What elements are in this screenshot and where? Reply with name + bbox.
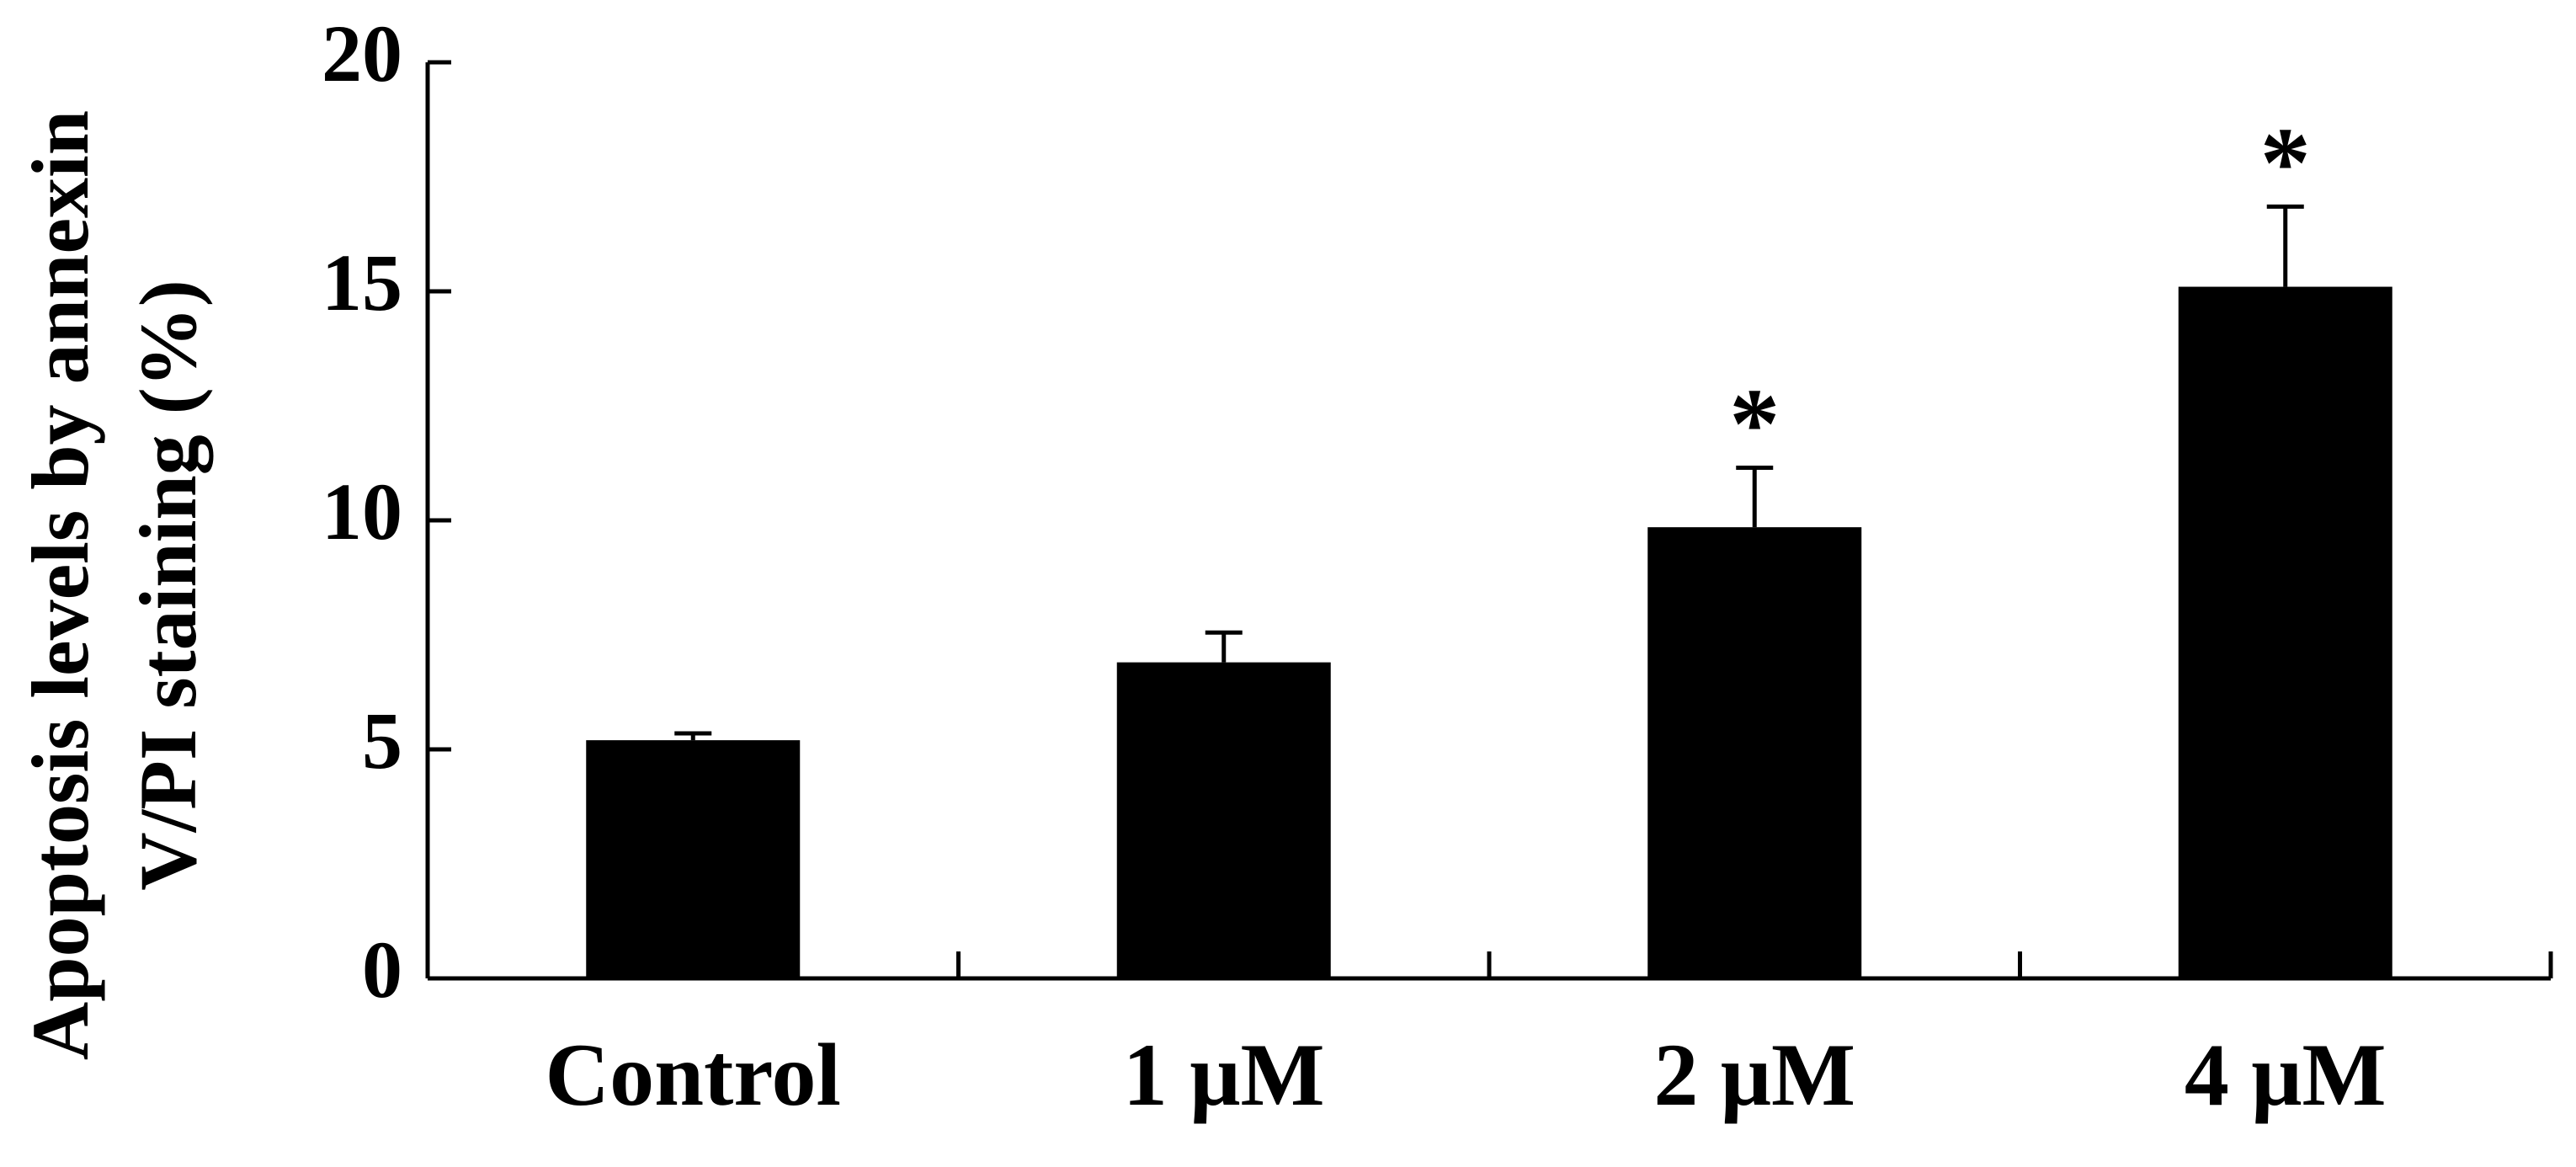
bar-series <box>586 286 2392 978</box>
bar <box>1116 662 1331 978</box>
y-tick-label: 0 <box>362 925 402 1015</box>
y-tick-label: 15 <box>322 237 402 328</box>
bar <box>1647 527 1862 978</box>
y-axis: 0 5 10 15 20 <box>322 8 451 1015</box>
bar <box>586 740 801 978</box>
x-tick-label: 4 μM <box>2185 1026 2387 1124</box>
bar <box>2178 286 2392 978</box>
y-tick-label: 20 <box>322 8 402 99</box>
y-axis-title-line-2: V/PI staining (%) <box>123 280 213 890</box>
x-tick-label: Control <box>546 1026 841 1124</box>
significance-star: * <box>2260 106 2311 218</box>
y-tick-label: 5 <box>362 695 402 786</box>
y-tick-label: 10 <box>322 466 402 557</box>
y-axis-title: Apoptosis levels by annexin V/PI stainin… <box>15 110 213 1060</box>
x-tick-label: 2 μM <box>1653 1026 1855 1124</box>
x-axis: Control 1 μM 2 μM 4 μM <box>428 951 2553 1124</box>
significance-star: * <box>1729 367 1780 479</box>
error-bars <box>674 204 2304 741</box>
x-tick-label: 1 μM <box>1123 1026 1325 1124</box>
y-axis-title-line-1: Apoptosis levels by annexin <box>15 110 105 1060</box>
significance-markers: ** <box>1729 106 2311 479</box>
